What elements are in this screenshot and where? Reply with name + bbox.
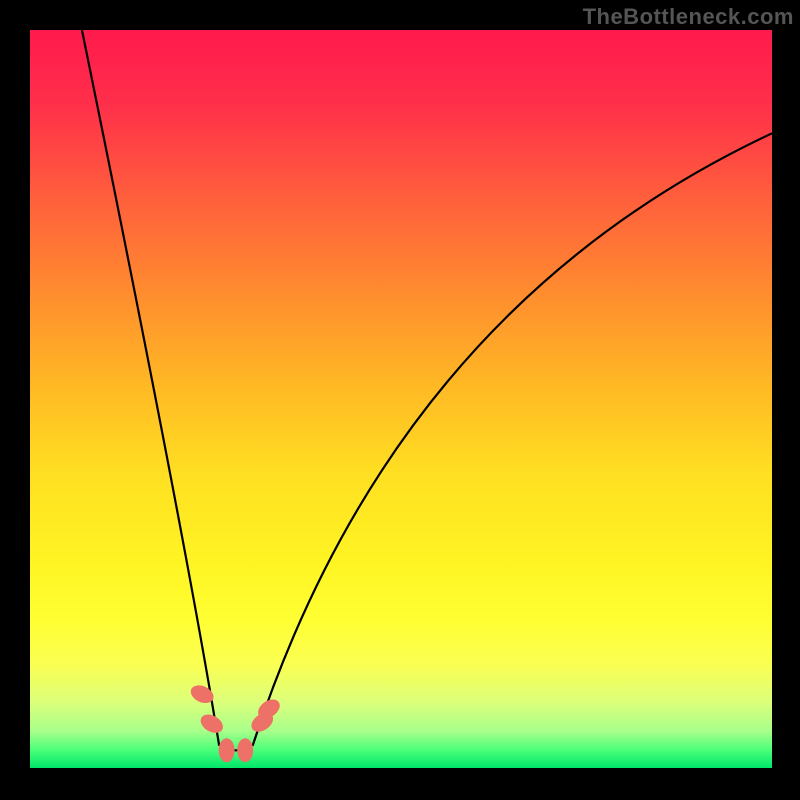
canvas: TheBottleneck.com	[0, 0, 800, 800]
bottleneck-curve	[30, 30, 772, 768]
plot-area	[30, 30, 772, 768]
watermark-text: TheBottleneck.com	[583, 4, 794, 30]
